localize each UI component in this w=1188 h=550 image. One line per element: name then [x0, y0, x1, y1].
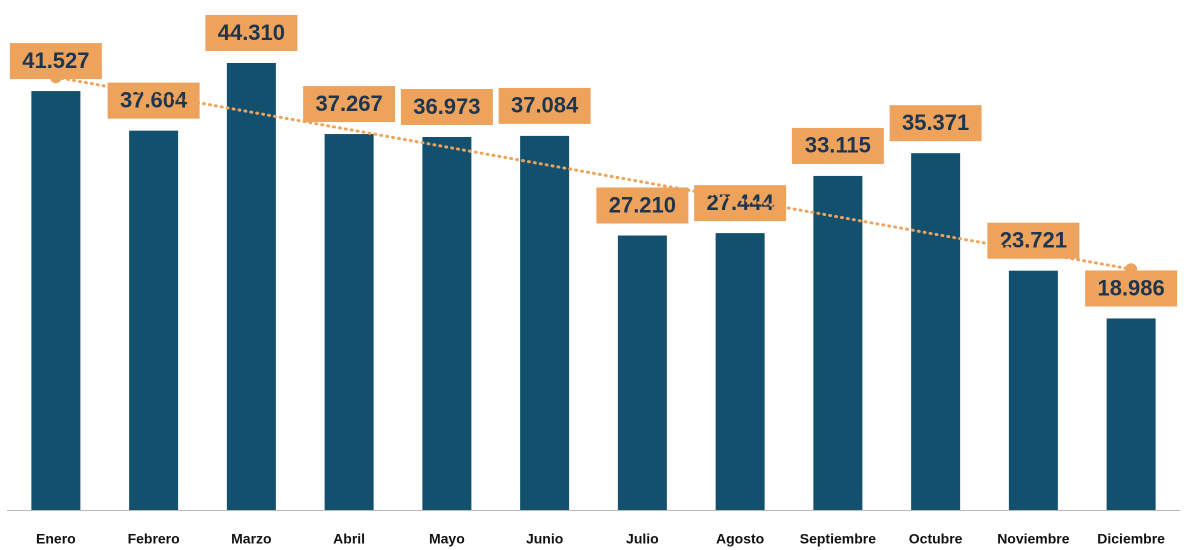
data-label: 27.210 [609, 192, 676, 217]
data-label-box [400, 89, 493, 126]
bar [813, 175, 863, 510]
x-tick-label: Diciembre [1097, 531, 1165, 547]
x-tick-label: Enero [36, 531, 76, 547]
x-tick-label: Abril [333, 531, 365, 547]
x-tick-label: Septiembre [800, 531, 876, 547]
bar [226, 63, 276, 510]
data-label: 41.527 [22, 48, 89, 73]
data-label: 18.986 [1097, 275, 1164, 300]
x-tick-label: Julio [626, 531, 659, 547]
data-label: 44.310 [218, 20, 285, 45]
x-tick-label: Marzo [231, 531, 271, 547]
data-label: 37.267 [315, 91, 382, 116]
x-tick-label: Agosto [716, 531, 764, 547]
data-label: 33.115 [805, 133, 871, 158]
data-label-box [498, 87, 591, 124]
data-label-box [889, 105, 982, 142]
bar [520, 135, 570, 511]
data-label-box [694, 185, 787, 222]
data-label-box [1085, 270, 1178, 307]
bar [422, 137, 472, 510]
x-tick-label: Mayo [429, 531, 465, 547]
bar [1106, 318, 1156, 510]
bar [129, 130, 179, 510]
data-label-box [791, 127, 884, 164]
bar [31, 91, 81, 510]
trendline [54, 75, 1133, 271]
x-tick-label: Febrero [128, 531, 180, 547]
data-label-box [303, 86, 396, 123]
trendline-end [49, 71, 62, 84]
data-label: 37.604 [120, 87, 188, 112]
data-label-box [205, 15, 298, 51]
x-tick-label: Noviembre [997, 531, 1070, 547]
bar [911, 153, 961, 511]
bar [715, 233, 765, 511]
bar [617, 235, 667, 511]
data-label: 23.721 [1000, 228, 1067, 253]
data-label: 37.084 [511, 93, 579, 118]
data-label: 36.973 [413, 94, 480, 119]
bar [1008, 270, 1058, 510]
x-tick-label: Junio [526, 531, 563, 547]
data-label-box [596, 187, 689, 224]
data-label-box [987, 222, 1080, 259]
data-label: 35.371 [902, 110, 969, 135]
x-tick-label: Octubre [909, 531, 963, 547]
trendline-end [1125, 263, 1138, 276]
bar [324, 134, 374, 510]
